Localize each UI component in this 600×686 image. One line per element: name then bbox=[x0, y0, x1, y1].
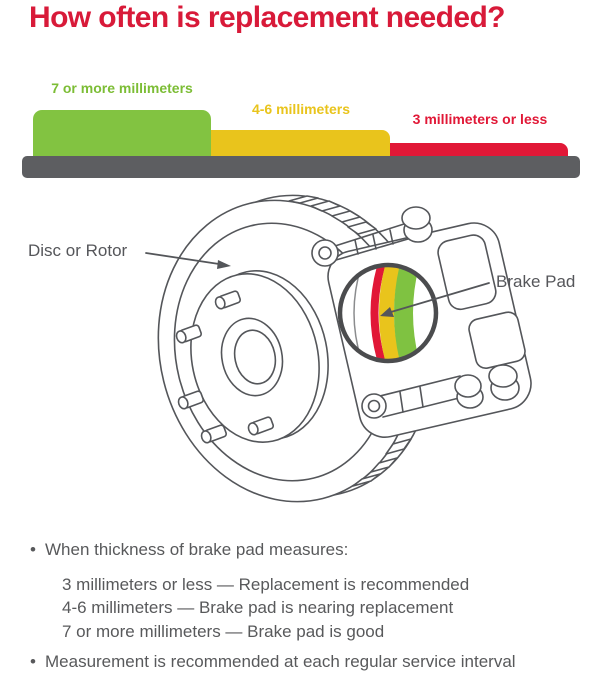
rule-7mm: 7 or more millimeters — Brake pad is goo… bbox=[62, 621, 385, 641]
lug-studs bbox=[175, 290, 275, 444]
gauge-label-green: 7 or more millimeters bbox=[51, 80, 193, 96]
disc-or-rotor-label: Disc or Rotor bbox=[28, 241, 128, 260]
brake-pad-label: Brake Pad bbox=[496, 272, 576, 291]
gauge-label-yellow: 4-6 millimeters bbox=[251, 101, 351, 117]
leader-arrows bbox=[145, 252, 490, 317]
gauge-bar-yellow bbox=[211, 130, 390, 156]
note-thickness: • When thickness of brake pad measures: bbox=[30, 540, 348, 560]
brake-assembly-illustration bbox=[145, 194, 532, 503]
rule-3mm: 3 millimeters or less — Replacement is r… bbox=[62, 575, 470, 594]
hub-center-hole bbox=[233, 329, 277, 385]
gauge-label-red: 3 millimeters or less bbox=[412, 111, 548, 127]
note-measurement-text: Measurement is recommended at each regul… bbox=[45, 652, 516, 671]
note-thickness-text: When thickness of brake pad measures: bbox=[45, 540, 349, 559]
gauge-bar-red bbox=[390, 143, 568, 156]
bullet-icon: • bbox=[30, 540, 36, 559]
disc-arrow-head bbox=[217, 260, 231, 269]
caliper-pin-bottom bbox=[361, 364, 520, 419]
bullet-icon: • bbox=[30, 652, 36, 671]
pad-arrow-head bbox=[380, 307, 394, 317]
disc-arrow-line bbox=[145, 252, 220, 265]
thickness-rules: 3 millimeters or less — Replacement is r… bbox=[62, 573, 469, 643]
caliper-pin-top bbox=[311, 206, 433, 267]
detail-ring bbox=[337, 262, 439, 364]
wear-stripe-red bbox=[370, 267, 387, 359]
gauge-base-bar bbox=[22, 156, 580, 178]
page-title: How often is replacement needed? bbox=[29, 1, 506, 34]
pad-arrow-line bbox=[390, 282, 490, 313]
rule-4-6mm: 4-6 millimeters — Brake pad is nearing r… bbox=[62, 598, 454, 618]
gauge-bar-green bbox=[33, 110, 211, 156]
note-measurement: • Measurement is recommended at each reg… bbox=[30, 652, 516, 672]
